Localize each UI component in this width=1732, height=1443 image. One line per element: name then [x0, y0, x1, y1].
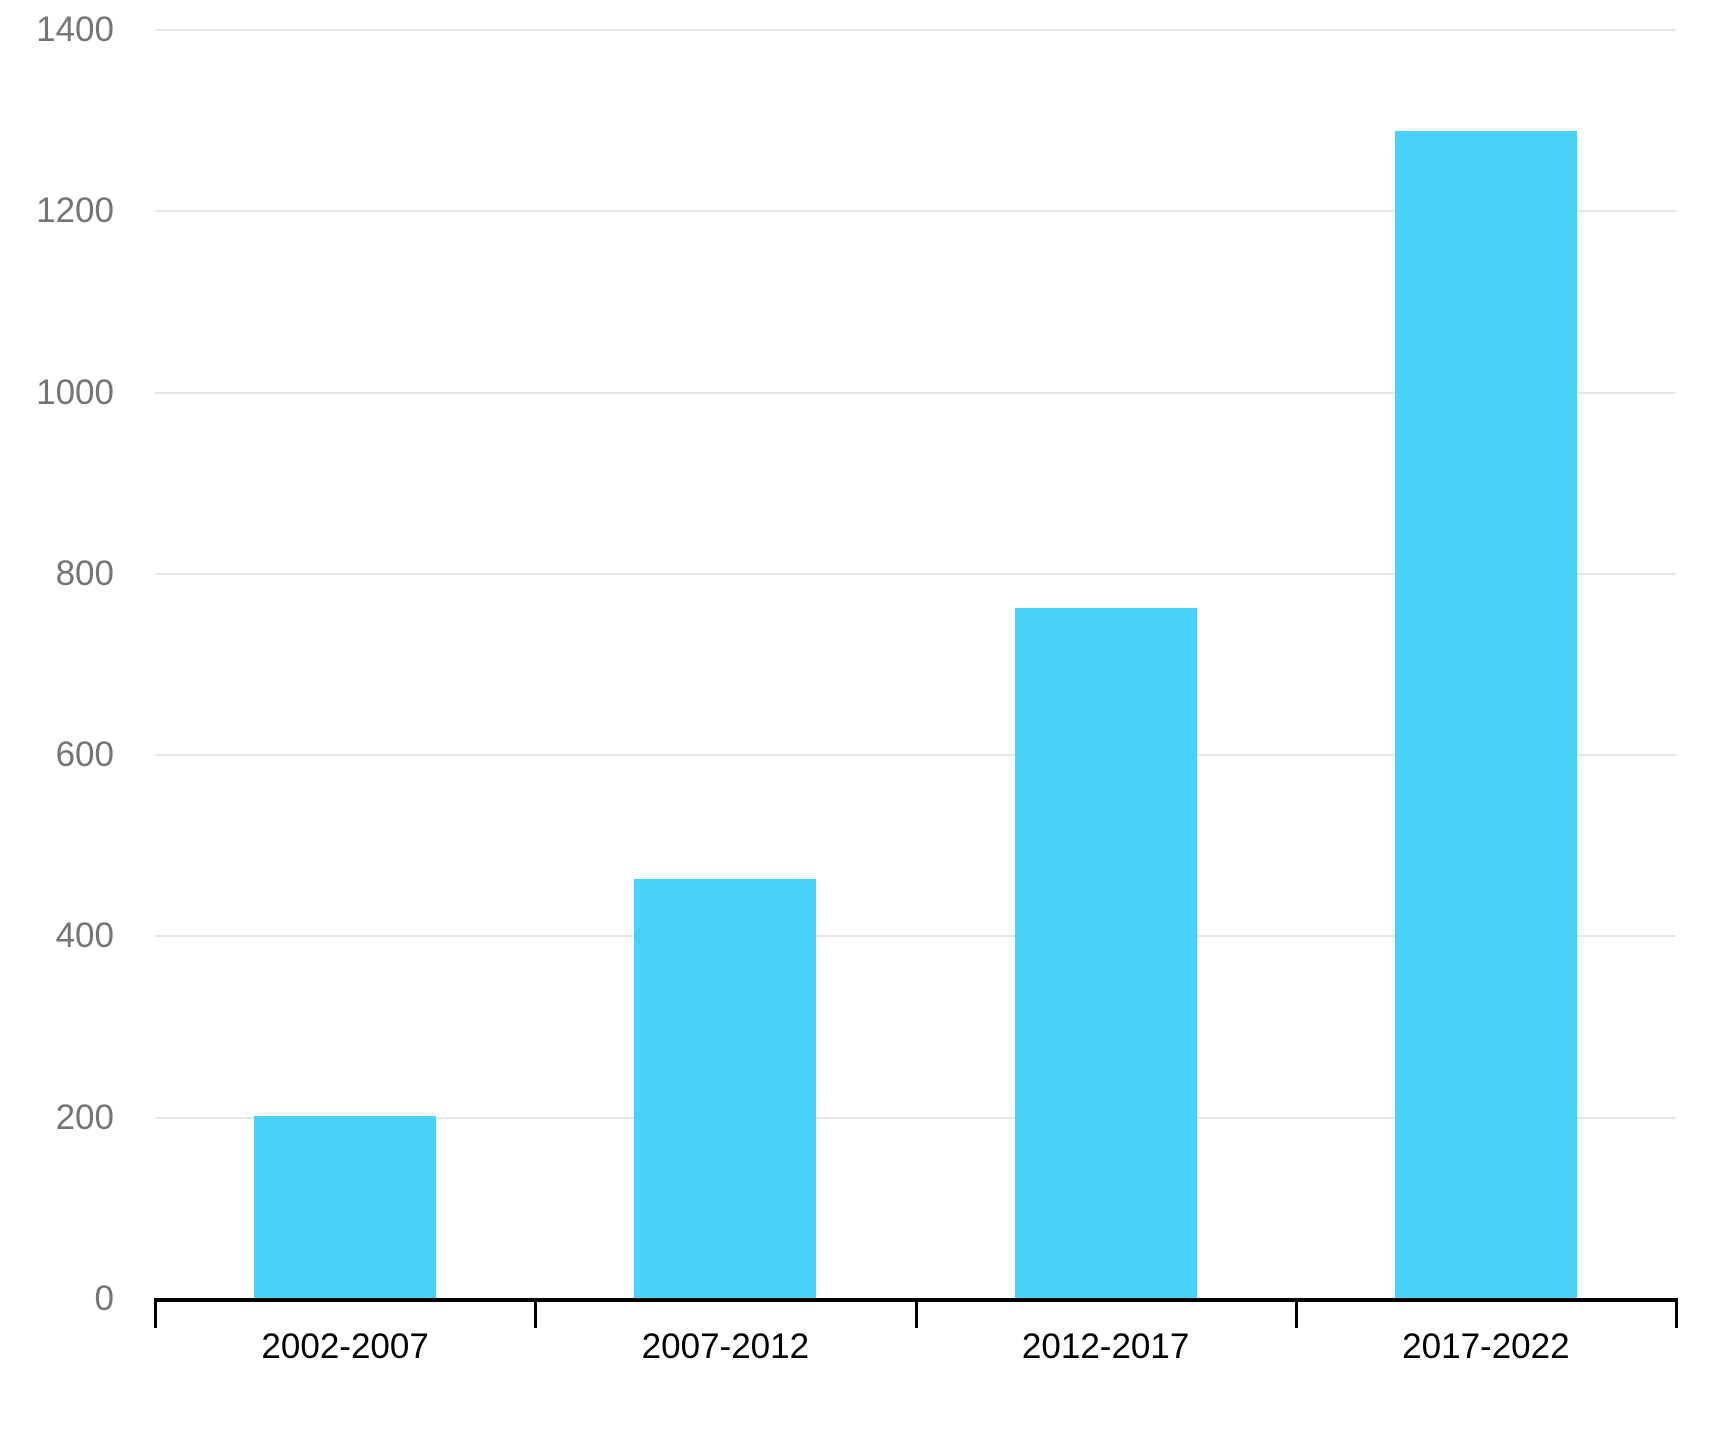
y-axis-tick-label-0: 0 — [94, 1279, 114, 1318]
gridline-800 — [155, 572, 1676, 575]
y-axis-tick-label-1400: 1400 — [36, 10, 114, 49]
x-axis-tick-label-2017-2022: 2017-2022 — [1402, 1327, 1570, 1366]
x-axis-tick-0 — [154, 1298, 157, 1328]
gridline-600 — [155, 754, 1676, 757]
gridline-1000 — [155, 391, 1676, 394]
y-axis-tick-label-800: 800 — [55, 553, 114, 593]
x-axis-tick-label-2007-2012: 2007-2012 — [641, 1327, 810, 1366]
gridline-1400 — [155, 29, 1676, 31]
x-axis-tick-label-2012-2017: 2012-2017 — [1021, 1327, 1190, 1366]
y-axis-tick-label-1200: 1200 — [36, 191, 114, 231]
bar-2012-2017 — [1014, 608, 1197, 1299]
x-axis-tick-3 — [1294, 1298, 1298, 1328]
bar-2007-2012 — [634, 879, 817, 1299]
y-axis-tick-label-600: 600 — [55, 735, 114, 775]
x-axis-tick-4 — [1675, 1298, 1678, 1328]
y-axis-tick-label-1000: 1000 — [36, 372, 114, 412]
x-axis-tick-label-2002-2007: 2002-2007 — [261, 1327, 429, 1366]
bar-2017-2022 — [1394, 130, 1577, 1299]
y-axis-tick-label-400: 400 — [55, 916, 114, 956]
gridline-1200 — [155, 210, 1676, 213]
x-axis-tick-1 — [534, 1298, 538, 1328]
x-axis-tick-2 — [914, 1298, 918, 1328]
gridline-400 — [155, 935, 1676, 938]
gridline-200 — [155, 1116, 1676, 1119]
bar-2002-2007 — [254, 1115, 437, 1299]
y-axis-tick-label-200: 200 — [55, 1097, 114, 1137]
